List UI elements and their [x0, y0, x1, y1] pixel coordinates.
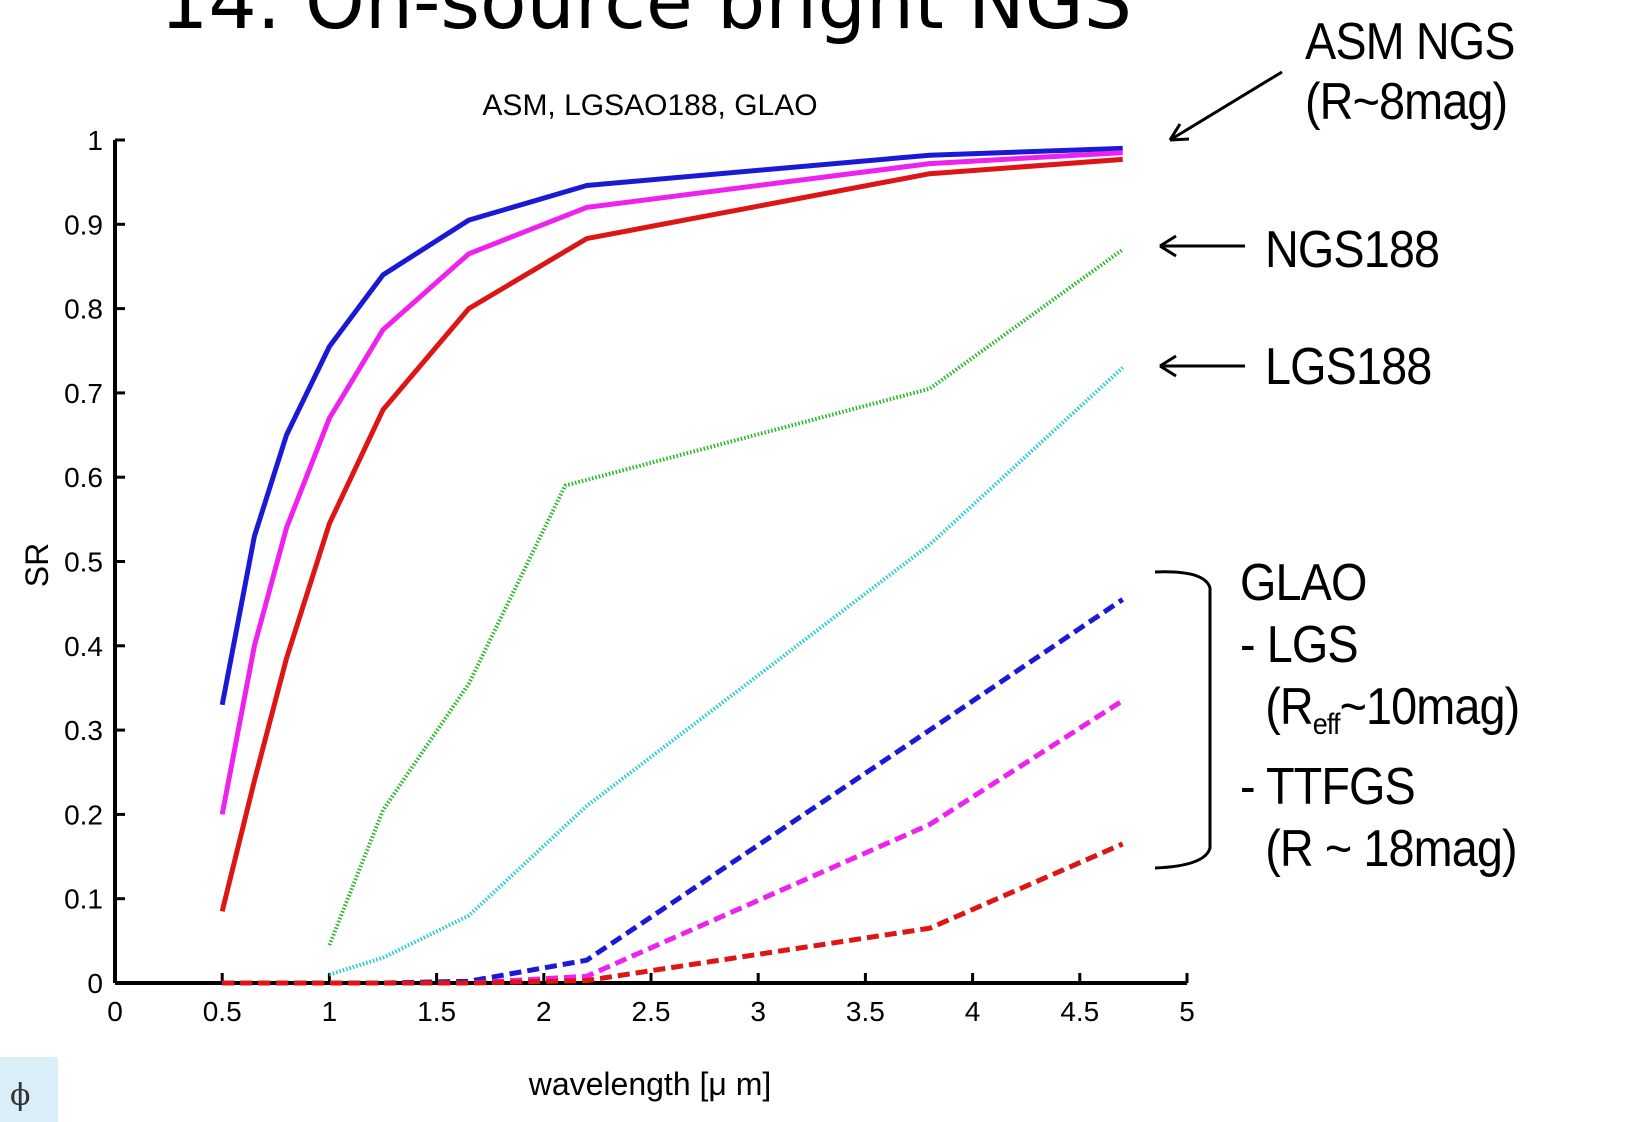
- y-axis-label: SR: [19, 543, 55, 587]
- lgs188-label: LGS188: [1265, 338, 1432, 396]
- x-tick-label: 2: [536, 996, 552, 1027]
- lgs188-arrowhead: [1159, 354, 1177, 378]
- asm-ngs-arrowhead: [1168, 123, 1190, 142]
- y-tick-label: 0: [87, 968, 103, 999]
- y-tick-label: 0.8: [64, 294, 103, 325]
- glao-label-line4: - TTFGS: [1240, 758, 1416, 816]
- series-line-2-solid: [219, 150, 1123, 815]
- x-tick-label: 1.5: [417, 996, 456, 1027]
- x-tick-label: 2.5: [632, 996, 671, 1027]
- glao-bracket: [1154, 570, 1212, 870]
- series-line-6-dashed: [222, 597, 1125, 986]
- x-tick-label: 1: [322, 996, 338, 1027]
- y-tick-label: 1: [87, 125, 103, 156]
- x-tick-label: 4: [965, 996, 981, 1027]
- series-line-5-dotted: [328, 366, 1125, 977]
- y-tick-label: 0.6: [64, 462, 103, 493]
- series-line-3-solid: [219, 156, 1123, 912]
- glao-label-line1: GLAO: [1240, 554, 1367, 612]
- ngs188-label: NGS188: [1265, 221, 1440, 279]
- asm-ngs-label-line1: ASM NGS: [1305, 13, 1515, 71]
- x-tick-label: 4.5: [1060, 996, 1099, 1027]
- asm-ngs-arrow: [1169, 70, 1283, 142]
- x-tick-label: 3: [750, 996, 766, 1027]
- x-tick-label: 5: [1179, 996, 1195, 1027]
- x-tick-label: 0: [107, 996, 123, 1027]
- series-line-8-dashed: [222, 841, 1124, 986]
- series-line-7-dashed: [222, 698, 1125, 986]
- series-group: [219, 145, 1125, 986]
- x-tick-label: 0.5: [203, 996, 242, 1027]
- slide-title: 14. On-source bright NGS: [160, 0, 1132, 46]
- y-tick-label: 0.7: [64, 378, 103, 409]
- x-axis-label: wavelength [μ m]: [528, 1066, 772, 1102]
- corner-box: [0, 1057, 58, 1122]
- glao-label: GLAO - LGS (Reff~10mag) - TTFGS (R ~ 18m…: [1240, 552, 1521, 880]
- glao-label-line3-sub: eff: [1312, 708, 1341, 741]
- y-tick-label: 0.9: [64, 209, 103, 240]
- glao-label-line3-post: ~10mag): [1339, 678, 1521, 736]
- y-tick-label: 0.3: [64, 715, 103, 746]
- asm-ngs-label-line2: (R~8mag): [1305, 73, 1508, 131]
- y-tick-label: 0.2: [64, 799, 103, 830]
- corner-glyph: ϕ: [10, 1078, 31, 1113]
- x-tick-label: 3.5: [846, 996, 885, 1027]
- annotations: [1154, 70, 1283, 870]
- glao-label-line3: (Reff~10mag): [1240, 676, 1521, 756]
- glao-label-line5: (R ~ 18mag): [1265, 820, 1517, 878]
- ngs188-arrowhead: [1159, 234, 1177, 258]
- y-tick-label: 0.1: [64, 884, 103, 915]
- y-tick-label: 0.5: [64, 547, 103, 578]
- asm-ngs-label: ASM NGS (R~8mag): [1305, 12, 1515, 132]
- glao-label-line3-pre: (R: [1265, 678, 1313, 736]
- y-tick-label: 0.4: [64, 631, 103, 662]
- series-line-4-dotted: [327, 247, 1124, 946]
- chart-title: ASM, LGSAO188, GLAO: [482, 89, 817, 122]
- glao-label-line2: - LGS: [1240, 616, 1359, 674]
- series-line-1-solid: [219, 145, 1123, 706]
- axes: 0 0.5 1 1.5 2 2.5 3 3.5 4 4.5 5 0 0.1 0.2 0.3 0.4 0.5 0.6…: [64, 125, 1195, 1027]
